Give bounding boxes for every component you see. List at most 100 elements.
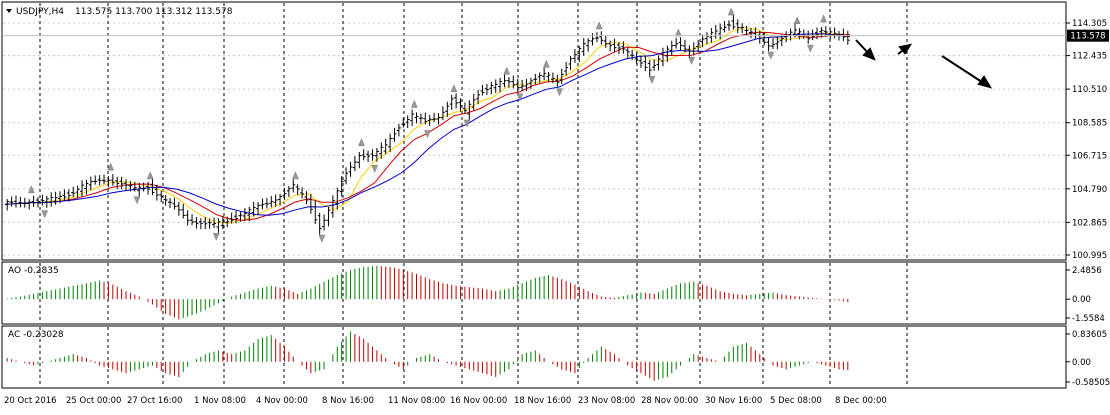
ohlc-bar (410, 109, 415, 127)
time-tick-label: 25 Oct 00:00 (66, 396, 121, 406)
ohlc-bar (40, 194, 45, 206)
ohlc-bar (687, 45, 692, 58)
ohlc-bar (366, 150, 371, 163)
ohlc-bar (159, 190, 164, 203)
current-price-box (1067, 29, 1109, 42)
ao-histogram (6, 265, 849, 320)
ohlc-bar (691, 42, 696, 55)
ohlc-bar (520, 79, 525, 91)
ohlc-bar (168, 198, 173, 209)
time-tick-label: 23 Nov 08:00 (578, 396, 635, 406)
ohlc-bar (423, 112, 428, 125)
ohlc-bar (665, 45, 670, 62)
ohlc-bar (757, 30, 762, 44)
ohlc-bar (198, 218, 203, 230)
ohlc-bar (247, 206, 252, 222)
ohlc-bar (608, 40, 613, 52)
ohlc-bar (432, 112, 437, 122)
ohlc-bar (678, 37, 683, 51)
ohlc-bar (502, 74, 507, 88)
time-tick-label: 1 Nov 08:00 (194, 396, 246, 406)
ohlc-bar (440, 106, 445, 121)
arrow-up-short-icon (897, 43, 913, 55)
price-tick-label: 102.865 (1072, 218, 1107, 228)
ohlc-bar (726, 20, 731, 31)
ohlc-bar (119, 176, 124, 190)
ohlc-bar (828, 28, 833, 40)
ohlc-bar (700, 34, 705, 48)
ohlc-bar (234, 211, 239, 224)
time-tick-label: 28 Nov 00:00 (641, 396, 698, 406)
ohlc-bar (102, 174, 107, 185)
current-price-label: 113.578 (1070, 32, 1105, 42)
ohlc-bar (427, 114, 432, 126)
ohlc-bar (88, 176, 93, 191)
ohlc-bar (612, 38, 617, 52)
ohlc-bar (36, 196, 41, 208)
ohlc-bar (220, 215, 225, 230)
ohlc-bar (194, 216, 199, 229)
ohlc-bar (660, 47, 665, 67)
time-tick-label: 5 Dec 08:00 (770, 396, 822, 406)
ohlc-bar (339, 176, 344, 197)
ohlc-bar (471, 93, 476, 111)
ohlc-bar (506, 77, 511, 88)
ohlc-bar (352, 156, 357, 172)
ohlc-bar (326, 207, 331, 227)
axis-labels: 114.305 112.435 110.510 108.585 106.715 104.7… (4, 19, 1110, 406)
price-tick-label: 110.510 (1072, 85, 1107, 95)
ohlc-bar (106, 176, 111, 187)
ohlc-bar (154, 184, 159, 201)
fractal-down-marker (212, 233, 220, 241)
ohlc-bar (71, 186, 76, 197)
price-tick-label: 108.585 (1072, 119, 1107, 129)
ac-tick-label: -0.58505 (1072, 378, 1110, 388)
ohlc-bar (14, 195, 19, 208)
ohlc-bar (537, 72, 542, 83)
time-tick-label: 27 Oct 16:00 (127, 396, 182, 406)
ohlc-bar (9, 196, 14, 207)
ohlc-bar (740, 23, 745, 34)
ohlc-bar (110, 174, 115, 186)
ohlc-bar (128, 180, 133, 192)
ohlc-bar (172, 197, 177, 210)
ac-tick-label: 0.83605 (1072, 330, 1107, 340)
ohlc-bar (546, 71, 551, 83)
fractal-down-marker (688, 56, 695, 65)
dropdown-triangle-icon[interactable] (6, 9, 12, 13)
ohlc-bar (295, 184, 300, 196)
grid-layer (3, 3, 1066, 387)
ohlc-bar (586, 38, 591, 52)
fractal-down-marker (41, 210, 48, 219)
ohlc-bar (62, 189, 67, 201)
ohlc-bar (181, 203, 186, 219)
ohlc-bar (621, 41, 626, 54)
ohlc-bar (682, 39, 687, 53)
fractal-up-marker (28, 185, 35, 194)
ohlc-bar (841, 28, 846, 42)
ohlc-bar (264, 198, 269, 209)
ohlc-bar (396, 123, 401, 137)
ohlc-bar (449, 94, 454, 110)
ohlc-bar (185, 210, 190, 226)
ohlc-bar (616, 41, 621, 55)
ohlc-bar (392, 127, 397, 142)
ohlc-bar (388, 133, 393, 153)
ohlc-bar (80, 180, 85, 197)
ohlc-bar (335, 187, 340, 210)
ohlc-bar (735, 19, 740, 34)
price-tick-label: 114.305 (1072, 19, 1107, 29)
ohlc-bar (251, 201, 256, 217)
ohlc-bar (462, 102, 467, 114)
ohlc-bar (454, 93, 459, 109)
ohlc-bar (190, 214, 195, 226)
ohlc-bar (383, 138, 388, 155)
price-bars (5, 14, 850, 235)
fractal-up-marker (542, 59, 550, 68)
ohlc-bar (770, 38, 775, 49)
ohlc-bar (436, 113, 441, 125)
ohlc-bar (731, 14, 736, 30)
ohlc-bar (150, 178, 155, 196)
